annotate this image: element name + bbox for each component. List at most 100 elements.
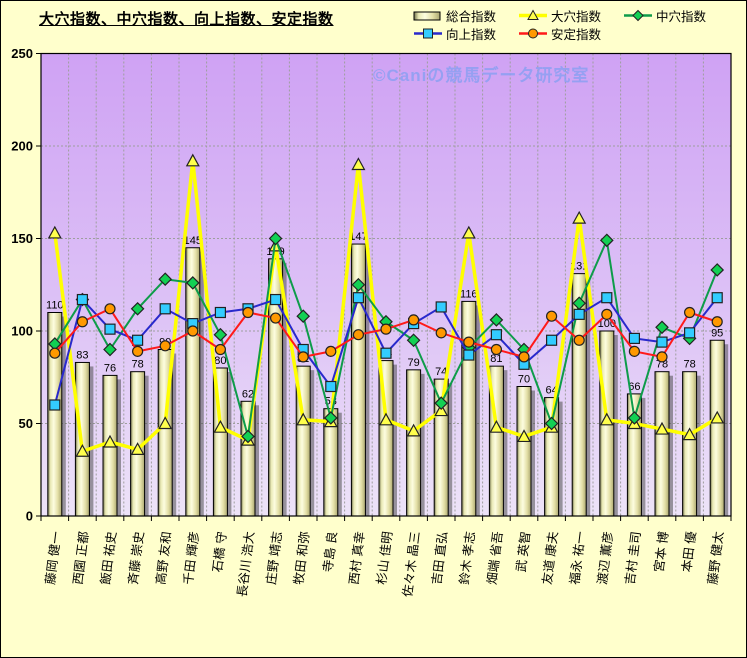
triangle-marker <box>378 412 394 426</box>
x-category-label: 吉村 圭司 <box>623 531 643 586</box>
triangle-marker <box>406 423 421 437</box>
x-category-label: 石橋 守 <box>210 531 229 573</box>
circle-marker <box>463 336 475 348</box>
y-tick-label: 100 <box>11 324 33 339</box>
square-marker <box>711 292 723 304</box>
legend-swatch <box>519 28 547 38</box>
square-marker <box>132 334 144 346</box>
diamond-marker <box>489 313 504 327</box>
legend-item-4: 向上指数 <box>413 24 518 42</box>
x-category-label: 千田 輝彦 <box>180 531 201 586</box>
bar <box>406 369 422 517</box>
x-category-label: 佐々木 晶三 <box>401 531 423 598</box>
bar-value-label: 145 <box>184 235 202 247</box>
circle-marker <box>518 351 530 363</box>
x-category-label: 友道 康夫 <box>539 530 560 585</box>
diamond-marker <box>158 272 173 287</box>
triangle-marker <box>654 421 670 435</box>
bar <box>682 371 698 517</box>
triangle-marker <box>572 210 587 224</box>
circle-marker <box>270 312 282 324</box>
bar-value-label: 76 <box>104 362 116 374</box>
legend-swatch <box>413 11 441 20</box>
bar-value-label: 80 <box>214 355 226 367</box>
square-marker <box>545 334 558 346</box>
diamond-marker <box>351 277 366 292</box>
x-category-label: 西園 正都 <box>71 530 91 585</box>
bar-value-label: 79 <box>407 357 419 369</box>
x-axis: 藤岡 健一 西園 正都 飯田 祐史 斉藤 崇史 高野 友和 千田 輝彦 石橋 守長谷川 浩大… <box>40 516 732 598</box>
diamond-marker <box>103 342 117 357</box>
bar <box>516 386 532 517</box>
square-marker <box>656 336 668 348</box>
circle-marker <box>297 351 309 363</box>
triangle-marker <box>682 427 697 441</box>
circle-marker <box>187 325 199 337</box>
square-marker <box>601 292 613 304</box>
diamond-marker <box>406 333 421 348</box>
circle-marker <box>325 345 337 357</box>
bar-value-label: 147 <box>349 231 367 243</box>
y-axis: 0 50 100 150 200 250 <box>11 46 41 524</box>
triangle-marker <box>461 225 476 239</box>
legend-item-2: 大穴指数 <box>518 6 623 24</box>
triangle-marker <box>516 429 532 443</box>
triangle-marker <box>296 412 311 426</box>
bar-value-label: 116 <box>460 288 478 300</box>
x-category-label: 吉田 直弘 <box>430 531 450 586</box>
triangle-marker <box>213 419 228 433</box>
x-category-label: 飯田 祐史 <box>98 530 119 585</box>
circle-marker <box>76 316 89 328</box>
y-tick-label: 150 <box>11 231 33 246</box>
bar-value-label: 95 <box>711 327 723 339</box>
diamond-marker <box>655 320 669 335</box>
circle-marker <box>159 340 171 352</box>
x-category-label: 西村 真幸 <box>347 531 367 586</box>
triangle-marker <box>102 434 118 448</box>
circle-marker <box>601 308 613 320</box>
x-category-label: 牧田 和弥 <box>291 531 312 586</box>
legend-item-5: 安定指数 <box>518 24 623 42</box>
square-marker <box>683 327 696 339</box>
circle-marker <box>573 334 585 346</box>
legend-item-3: 中穴指数 <box>623 6 728 24</box>
diamond-marker <box>213 327 228 342</box>
square-marker <box>159 303 171 315</box>
y-tick-label: 0 <box>26 509 33 524</box>
diamond-marker <box>599 233 614 248</box>
triangle-marker <box>710 410 725 424</box>
square-marker <box>490 329 502 341</box>
circle-marker <box>214 343 226 356</box>
y-tick-label: 200 <box>11 139 33 154</box>
bar <box>654 371 670 517</box>
square-marker <box>628 332 641 344</box>
circle-marker <box>132 345 144 357</box>
legend-swatch <box>624 9 652 21</box>
bar-value-label: 83 <box>76 349 88 361</box>
legend-label: 向上指数 <box>446 27 497 42</box>
diamond-marker <box>544 416 559 431</box>
bar <box>461 300 477 517</box>
x-category-label: 宮本 博 <box>651 530 671 573</box>
diamond-marker <box>434 396 449 410</box>
circle-marker <box>242 306 254 319</box>
x-category-label: 本田 優 <box>680 530 699 573</box>
bar-value-label: 78 <box>131 359 143 371</box>
bar-value-label: 74 <box>435 366 447 378</box>
circle-marker <box>352 329 364 341</box>
diamond-marker <box>241 429 255 444</box>
x-category-label: 福永 祐一 <box>567 531 588 586</box>
circle-marker <box>683 306 696 319</box>
line-series-4 <box>49 303 723 363</box>
square-marker <box>214 306 226 319</box>
bar-value-label: 66 <box>628 381 640 393</box>
y-tick-label: 250 <box>11 46 33 61</box>
legend-label: 中穴指数 <box>656 9 707 24</box>
bar-value-label: 81 <box>490 353 502 365</box>
y-tick-label: 50 <box>19 416 33 431</box>
x-category-label: 長谷川 浩大 <box>235 531 257 598</box>
square-marker <box>435 301 447 313</box>
x-category-label: 畑端 省吾 <box>485 531 505 586</box>
